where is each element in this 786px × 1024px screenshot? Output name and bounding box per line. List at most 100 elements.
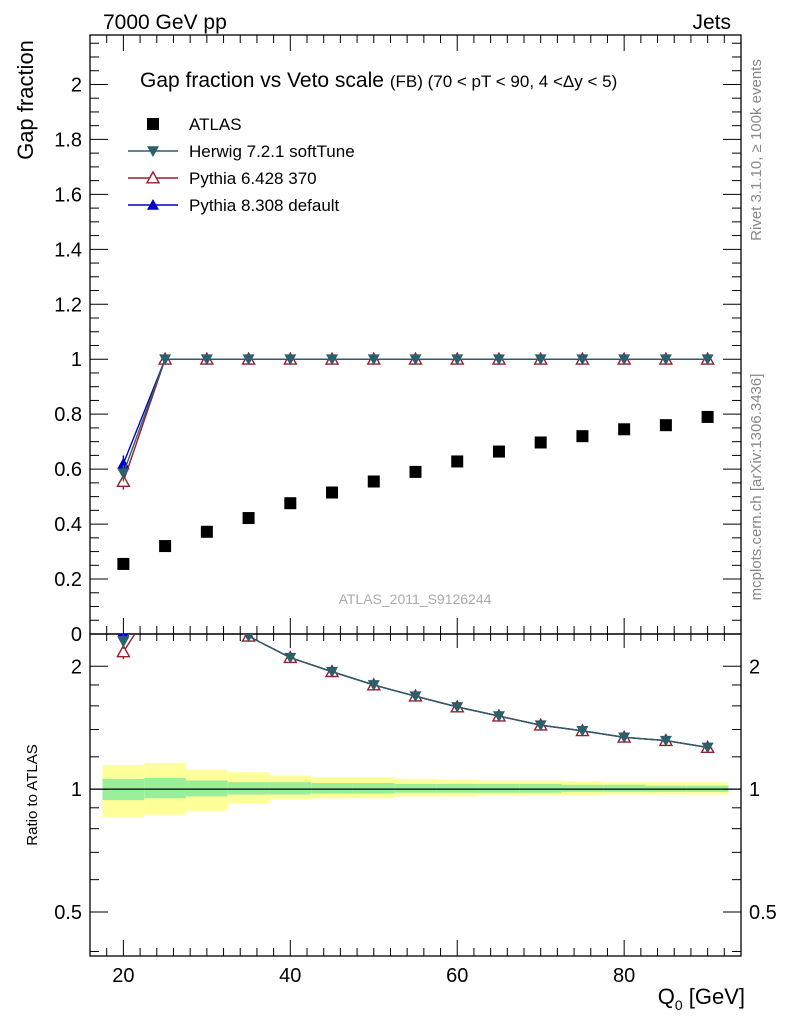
ratio-inner-band-bin (185, 780, 228, 797)
chart-title-cut: (FB) (70 < pT < 90, 4 <Δy < 5) (390, 72, 617, 91)
mc-data-point (492, 354, 505, 366)
ratio-point (159, 581, 171, 592)
y-tick-label: 1.8 (54, 129, 82, 151)
ratio-point (159, 582, 171, 593)
mc-data-point (326, 354, 339, 366)
ratio-y-tick-label-right: 1 (749, 779, 760, 801)
ratio-point (201, 609, 213, 620)
ratio-y-axis-title: Ratio to ATLAS (24, 744, 41, 845)
y-tick-label: 0 (71, 624, 82, 646)
mc-data-point (117, 468, 130, 480)
atlas-data-point (492, 445, 505, 458)
mc-data-point (618, 354, 631, 366)
y-tick-label: 1 (71, 349, 82, 371)
ratio-point (534, 720, 547, 732)
legend-marker (145, 170, 161, 184)
atlas-data-point (659, 419, 672, 432)
series-line (122, 358, 708, 474)
ratio-point (451, 702, 464, 713)
ratio-point (492, 711, 505, 723)
x-tick-label: 40 (279, 965, 301, 987)
mc-data-point (701, 354, 714, 366)
legend-label: Pythia 8.308 default (189, 196, 340, 215)
analysis-id-label: ATLAS_2011_S9126244 (339, 591, 492, 607)
y-axis-title: Gap fraction (13, 40, 38, 160)
ratio-line (242, 634, 708, 749)
ratio-inner-band-bin (269, 782, 312, 795)
ratio-point (701, 742, 714, 754)
ratio-inner-band-bin (561, 784, 604, 792)
chart-title: Gap fraction vs Veto scale (FB) (70 < pT… (140, 69, 617, 92)
ratio-y-tick-label: 0.5 (54, 902, 82, 924)
ratio-y-tick-label-right: 0.5 (749, 902, 777, 924)
ratio-inner-band-bin (436, 783, 479, 793)
category-label: Jets (692, 11, 731, 34)
atlas-data-point (367, 475, 380, 488)
atlas-data-point (326, 486, 339, 499)
y-tick-label: 1.2 (54, 294, 82, 316)
atlas-data-point (200, 525, 213, 538)
legend-marker (147, 199, 159, 210)
ratio-point (201, 608, 213, 619)
beam-label: 7000 GeV pp (103, 11, 227, 34)
ratio-point (159, 581, 171, 592)
legend-entry: Pythia 6.428 370 (128, 169, 317, 188)
mc-data-point (200, 354, 213, 366)
ratio-point (409, 691, 422, 703)
legend-marker (147, 146, 159, 157)
ratio-point (244, 634, 254, 643)
ratio-point (618, 732, 631, 744)
ratio-point (576, 725, 589, 737)
series-line (122, 358, 708, 482)
ratio-point (284, 652, 297, 664)
axes: 20 40 60 80 0 0.2 0.4 0.6 0.8 1 1.2 1.4 1.6 1.8 2 0.5 0.… (54, 35, 777, 987)
legend-entry: ATLAS (147, 115, 242, 134)
atlas-data-point (242, 512, 255, 525)
mc-data-point (242, 354, 255, 366)
main-series (116, 351, 715, 570)
ratio-inner-band-bin (227, 782, 270, 795)
ratio-uncertainty-bands (90, 762, 741, 817)
chart-title-main: Gap fraction vs Veto scale (140, 69, 384, 92)
ratio-y-tick-label-right: 2 (749, 656, 760, 678)
atlas-data-point (284, 497, 297, 510)
ratio-inner-band-bin (519, 783, 562, 793)
ratio-point (367, 680, 380, 691)
y-tick-label: 0.8 (54, 404, 82, 426)
atlas-data-point (534, 436, 547, 449)
legend-marker (147, 118, 159, 130)
ratio-y-tick-label: 1 (71, 779, 82, 801)
mc-data-point (534, 354, 547, 366)
x-tick-label: 80 (613, 965, 635, 987)
ratio-inner-band-bin (478, 783, 520, 793)
mc-data-point (451, 354, 464, 366)
atlas-data-point (159, 540, 172, 553)
ratio-inner-band-bin (394, 783, 437, 793)
ratio-point (659, 735, 672, 747)
ratio-line (122, 634, 708, 749)
ratio-y-tick-label: 2 (71, 656, 82, 678)
legend-entry: Herwig 7.2.1 softTune (128, 142, 355, 161)
y-tick-label: 1.4 (54, 239, 82, 261)
x-tick-label: 60 (446, 965, 468, 987)
rivet-version-label: Rivet 3.1.10, ≥ 100k events (748, 59, 765, 241)
x-axis-title: Q0 [GeV] (658, 984, 745, 1013)
ratio-point (201, 608, 213, 619)
y-tick-label: 0.4 (54, 514, 82, 536)
legend: ATLAS Herwig 7.2.1 softTune Pythia 6.428 3… (128, 115, 355, 215)
atlas-data-point (117, 557, 130, 570)
ratio-plot-frame (89, 633, 742, 957)
mc-data-point (409, 354, 422, 366)
atlas-data-point (409, 465, 422, 478)
mc-data-point (659, 354, 672, 366)
ratio-series (116, 581, 715, 754)
legend-label: Herwig 7.2.1 softTune (189, 142, 355, 161)
mc-data-point (284, 354, 297, 366)
ratio-point (116, 644, 131, 658)
y-tick-label: 1.6 (54, 184, 82, 206)
y-tick-label: 0.2 (54, 569, 82, 591)
legend-label: ATLAS (189, 115, 242, 134)
mcplots-reference-label: mcplots.cern.ch [arXiv:1306.3436] (748, 374, 765, 601)
legend-entry: Pythia 8.308 default (128, 196, 340, 215)
